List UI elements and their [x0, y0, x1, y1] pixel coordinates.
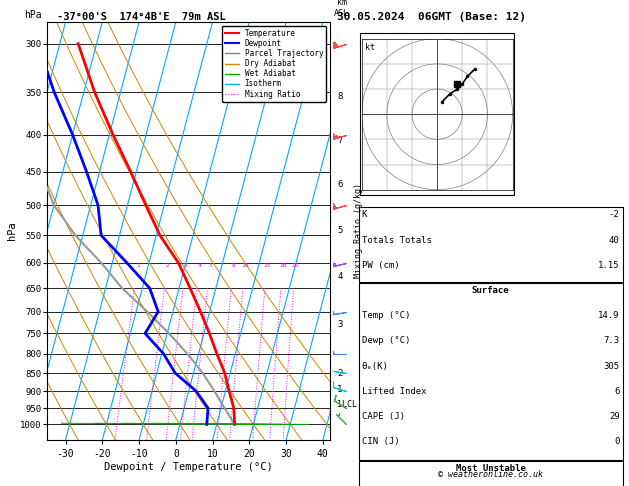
Text: 30.05.2024  06GMT (Base: 12): 30.05.2024 06GMT (Base: 12): [337, 12, 525, 22]
Text: km
ASL: km ASL: [334, 0, 349, 17]
Text: 6: 6: [337, 180, 343, 189]
Text: 1.15: 1.15: [598, 261, 620, 270]
Text: -2: -2: [609, 210, 620, 220]
Text: 7: 7: [337, 137, 343, 145]
Text: 7.3: 7.3: [603, 336, 620, 346]
Text: hPa: hPa: [25, 10, 42, 20]
Text: 5: 5: [337, 226, 343, 235]
Text: CAPE (J): CAPE (J): [362, 412, 404, 421]
Text: 4: 4: [337, 272, 343, 281]
Text: 3: 3: [337, 320, 343, 329]
Text: Dewp (°C): Dewp (°C): [362, 336, 410, 346]
Y-axis label: hPa: hPa: [8, 222, 18, 240]
Text: PW (cm): PW (cm): [362, 261, 399, 270]
Text: Mixing Ratio (g/kg): Mixing Ratio (g/kg): [354, 183, 363, 278]
Text: Totals Totals: Totals Totals: [362, 236, 431, 245]
Text: 305: 305: [603, 362, 620, 371]
Text: Most Unstable: Most Unstable: [455, 464, 526, 473]
X-axis label: Dewpoint / Temperature (°C): Dewpoint / Temperature (°C): [104, 462, 273, 471]
Text: CIN (J): CIN (J): [362, 437, 399, 447]
Text: Lifted Index: Lifted Index: [362, 387, 426, 396]
Text: kt: kt: [365, 43, 375, 52]
Text: 40: 40: [609, 236, 620, 245]
Text: 2: 2: [165, 263, 169, 268]
Text: 6: 6: [614, 387, 620, 396]
Text: 29: 29: [609, 412, 620, 421]
Text: 8: 8: [337, 92, 343, 102]
Text: 20: 20: [279, 263, 287, 268]
Text: © weatheronline.co.uk: © weatheronline.co.uk: [438, 469, 543, 479]
Text: 1LCL: 1LCL: [337, 400, 357, 409]
Text: 1: 1: [337, 385, 343, 394]
Text: 5: 5: [208, 263, 212, 268]
Text: 14.9: 14.9: [598, 311, 620, 320]
Text: 1: 1: [136, 263, 140, 268]
Text: 2: 2: [337, 368, 343, 378]
Text: Temp (°C): Temp (°C): [362, 311, 410, 320]
Text: θₑ(K): θₑ(K): [362, 362, 389, 371]
Text: K: K: [362, 210, 367, 220]
Legend: Temperature, Dewpoint, Parcel Trajectory, Dry Adiabat, Wet Adiabat, Isotherm, Mi: Temperature, Dewpoint, Parcel Trajectory…: [222, 26, 326, 102]
Text: 10: 10: [242, 263, 249, 268]
Text: 3: 3: [184, 263, 188, 268]
Text: 4: 4: [198, 263, 201, 268]
Text: 15: 15: [264, 263, 271, 268]
Text: 25: 25: [292, 263, 299, 268]
Text: 0: 0: [614, 437, 620, 447]
Text: Surface: Surface: [472, 286, 509, 295]
Text: 8: 8: [232, 263, 236, 268]
Text: -37°00'S  174°4B'E  79m ASL: -37°00'S 174°4B'E 79m ASL: [57, 12, 225, 22]
